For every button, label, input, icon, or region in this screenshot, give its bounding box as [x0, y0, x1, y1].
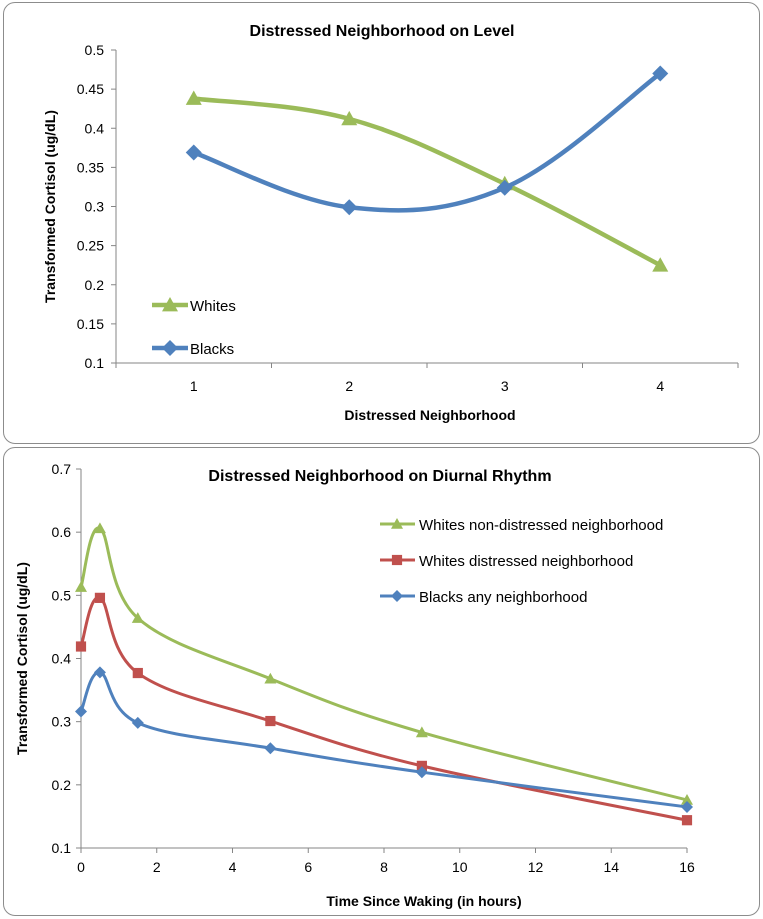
data-point [75, 641, 87, 652]
data-point [416, 760, 427, 771]
x-tick-label: 0 [77, 859, 85, 875]
x-tick-label: 4 [656, 378, 664, 394]
x-axis-title: Time Since Waking (in hours) [326, 893, 521, 909]
series-line-whites [193, 96, 662, 268]
data-point [265, 715, 276, 727]
legend-marker-blacks [162, 340, 178, 356]
y-tick-label: 0.6 [52, 524, 72, 540]
legend-label-2: Blacks any neighborhood [419, 589, 587, 606]
data-point [75, 581, 87, 592]
legend-marker-2 [391, 590, 403, 602]
x-tick-label: 4 [229, 859, 237, 875]
y-tick-label: 0.1 [85, 355, 105, 371]
x-tick-label: 16 [679, 859, 695, 875]
legend-label-whites: Whites [190, 298, 236, 315]
series-line-1 [79, 596, 688, 822]
y-tick-label: 0.45 [77, 81, 104, 97]
x-tick-label: 8 [380, 859, 388, 875]
series-2 [75, 666, 693, 813]
legend-marker-whites [162, 297, 178, 312]
data-point [264, 742, 277, 755]
chart-panel-level [3, 2, 760, 444]
y-tick-label: 0.35 [77, 159, 104, 175]
x-tick-label: 14 [603, 859, 619, 875]
y-tick-label: 0.3 [52, 714, 72, 730]
data-point [415, 726, 428, 738]
data-point [185, 90, 202, 105]
data-point [75, 705, 87, 718]
data-point [93, 522, 106, 534]
y-axis-title: Transformed Cortisol (ug/dL) [14, 562, 30, 755]
x-tick-label: 12 [528, 859, 544, 875]
data-point [94, 592, 106, 603]
y-tick-label: 0.1 [52, 840, 72, 856]
y-tick-label: 0.2 [52, 777, 72, 793]
y-tick-label: 0.25 [77, 238, 104, 254]
data-point [652, 65, 669, 82]
y-tick-label: 0.3 [85, 199, 105, 215]
series-line-blacks [193, 71, 662, 213]
data-point [681, 793, 693, 805]
chart-title: Distressed Neighborhood on Diurnal Rhyth… [208, 468, 551, 485]
chart-level: Distressed Neighborhood on Level 0.1 0.15 0… [42, 23, 739, 423]
data-point [681, 815, 693, 826]
data-point [132, 667, 143, 679]
data-point [93, 666, 106, 679]
y-tick-label: 0.5 [52, 587, 72, 603]
y-tick-label: 0.2 [85, 277, 105, 293]
x-axis-title: Distressed Neighborhood [344, 407, 515, 423]
data-point [264, 672, 277, 684]
x-tick-label: 2 [153, 859, 161, 875]
data-point [652, 257, 669, 272]
y-tick-label: 0.7 [52, 461, 72, 477]
y-axis-title: Transformed Cortisol (ug/dL) [42, 110, 58, 303]
x-tick-label: 1 [190, 378, 198, 394]
x-tick-label: 10 [452, 859, 468, 875]
series-1 [75, 592, 693, 826]
data-point [341, 110, 358, 126]
data-point [131, 612, 144, 623]
data-point [131, 716, 144, 729]
data-point [415, 766, 428, 779]
legend-label-0: Whites non-distressed neighborhood [419, 517, 663, 534]
x-tick-label: 3 [501, 378, 509, 394]
x-tick-label: 6 [304, 859, 312, 875]
y-tick-label: 0.15 [77, 316, 104, 332]
data-point [681, 800, 693, 813]
legend-marker-0 [391, 518, 403, 529]
y-tick-label: 0.4 [85, 120, 105, 136]
y-tick-label: 0.5 [85, 42, 105, 58]
series-line-2 [79, 670, 688, 809]
legend-label-blacks: Blacks [190, 341, 234, 358]
chart-title: Distressed Neighborhood on Level [250, 23, 515, 40]
data-point [341, 199, 358, 216]
series-0 [75, 522, 693, 805]
y-tick-label: 0.4 [52, 651, 72, 667]
data-point [496, 179, 513, 196]
series-blacks [185, 65, 669, 216]
x-tick-label: 2 [345, 378, 353, 394]
legend-label-1: Whites distressed neighborhood [419, 553, 633, 570]
legend-marker-1 [391, 554, 403, 566]
data-point [185, 144, 202, 161]
